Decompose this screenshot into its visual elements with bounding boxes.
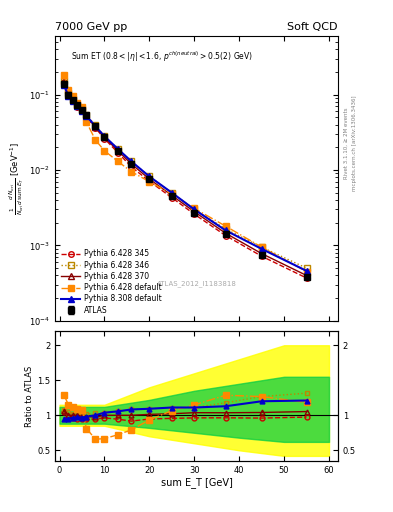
- Pythia 6.428 370: [259, 250, 264, 257]
- Pythia 6.428 default: [192, 205, 196, 211]
- Pythia 6.428 370: [304, 272, 309, 279]
- Pythia 6.428 346: [80, 106, 84, 112]
- Pythia 6.428 346: [259, 244, 264, 250]
- Pythia 6.428 346: [71, 96, 75, 102]
- Pythia 8.308 default: [62, 82, 66, 88]
- Pythia 8.308 default: [116, 146, 120, 152]
- X-axis label: sum E_T [GeV]: sum E_T [GeV]: [161, 477, 232, 488]
- Pythia 6.428 370: [116, 147, 120, 154]
- Pythia 6.428 346: [192, 206, 196, 212]
- Y-axis label: Ratio to ATLAS: Ratio to ATLAS: [25, 366, 34, 426]
- Text: Soft QCD: Soft QCD: [288, 23, 338, 32]
- Pythia 6.428 default: [169, 191, 174, 197]
- Pythia 6.428 default: [84, 119, 89, 125]
- Pythia 6.428 370: [147, 176, 152, 182]
- Pythia 6.428 default: [223, 223, 228, 229]
- Line: Pythia 6.428 346: Pythia 6.428 346: [61, 78, 309, 271]
- Pythia 6.428 346: [102, 133, 107, 139]
- Pythia 8.308 default: [80, 108, 84, 114]
- Pythia 6.428 346: [84, 112, 89, 118]
- Pythia 6.428 345: [129, 164, 134, 170]
- Pythia 6.428 default: [102, 147, 107, 154]
- Pythia 8.308 default: [102, 133, 107, 139]
- Pythia 6.428 345: [62, 79, 66, 86]
- Pythia 6.428 default: [129, 168, 134, 175]
- Pythia 6.428 346: [304, 265, 309, 271]
- Pythia 8.308 default: [147, 174, 152, 180]
- Pythia 6.428 370: [102, 134, 107, 140]
- Line: Pythia 6.428 370: Pythia 6.428 370: [61, 79, 309, 278]
- Pythia 6.428 370: [66, 92, 71, 98]
- Pythia 6.428 default: [259, 244, 264, 250]
- Pythia 6.428 default: [93, 137, 98, 143]
- Pythia 6.428 346: [223, 226, 228, 232]
- Line: Pythia 6.428 345: Pythia 6.428 345: [61, 79, 309, 281]
- Pythia 6.428 346: [93, 122, 98, 129]
- Pythia 6.428 345: [71, 98, 75, 104]
- Pythia 6.428 345: [102, 136, 107, 142]
- Pythia 6.428 345: [223, 232, 228, 239]
- Pythia 6.428 370: [129, 161, 134, 167]
- Pythia 6.428 345: [80, 108, 84, 114]
- Text: mcplots.cern.ch [arXiv:1306.3436]: mcplots.cern.ch [arXiv:1306.3436]: [352, 96, 357, 191]
- Pythia 8.308 default: [192, 206, 196, 212]
- Pythia 8.308 default: [304, 268, 309, 274]
- Pythia 6.428 370: [84, 113, 89, 119]
- Pythia 6.428 345: [192, 211, 196, 217]
- Pythia 6.428 345: [169, 195, 174, 201]
- Pythia 6.428 370: [75, 102, 80, 109]
- Pythia 6.428 345: [84, 114, 89, 120]
- Pythia 6.428 370: [223, 230, 228, 237]
- Pythia 6.428 default: [62, 72, 66, 78]
- Pythia 6.428 370: [80, 107, 84, 113]
- Pythia 6.428 346: [147, 174, 152, 180]
- Line: Pythia 8.308 default: Pythia 8.308 default: [61, 82, 309, 273]
- Pythia 6.428 default: [116, 158, 120, 164]
- Pythia 8.308 default: [93, 123, 98, 130]
- Pythia 6.428 346: [169, 189, 174, 196]
- Pythia 6.428 346: [116, 146, 120, 152]
- Pythia 6.428 346: [62, 78, 66, 84]
- Pythia 6.428 default: [66, 87, 71, 93]
- Pythia 8.308 default: [169, 189, 174, 196]
- Pythia 6.428 370: [62, 79, 66, 85]
- Pythia 6.428 345: [147, 178, 152, 184]
- Y-axis label: $\frac{1}{N_{ori}}\frac{d\,N_{ori}}{d\,\mathrm{sum}\,E_T}$ [GeV$^{-1}$]: $\frac{1}{N_{ori}}\frac{d\,N_{ori}}{d\,\…: [8, 142, 26, 215]
- Pythia 6.428 370: [192, 208, 196, 215]
- Pythia 6.428 370: [71, 97, 75, 103]
- Pythia 6.428 345: [93, 125, 98, 131]
- Pythia 6.428 346: [129, 158, 134, 164]
- Pythia 6.428 346: [75, 102, 80, 108]
- Pythia 6.428 345: [66, 92, 71, 98]
- Pythia 6.428 346: [66, 90, 71, 96]
- Pythia 6.428 default: [71, 93, 75, 99]
- Legend: Pythia 6.428 345, Pythia 6.428 346, Pythia 6.428 370, Pythia 6.428 default, Pyth: Pythia 6.428 345, Pythia 6.428 346, Pyth…: [59, 247, 164, 317]
- Pythia 8.308 default: [223, 227, 228, 233]
- Pythia 8.308 default: [66, 93, 71, 99]
- Text: Rivet 3.1.10, ≥ 2M events: Rivet 3.1.10, ≥ 2M events: [344, 108, 349, 179]
- Line: Pythia 6.428 default: Pythia 6.428 default: [61, 72, 310, 275]
- Pythia 6.428 default: [75, 100, 80, 106]
- Pythia 6.428 370: [169, 193, 174, 199]
- Pythia 6.428 default: [80, 104, 84, 110]
- Pythia 8.308 default: [129, 158, 134, 164]
- Pythia 6.428 345: [304, 275, 309, 281]
- Pythia 8.308 default: [75, 103, 80, 109]
- Pythia 6.428 345: [259, 253, 264, 259]
- Text: 7000 GeV pp: 7000 GeV pp: [55, 23, 127, 32]
- Pythia 6.428 370: [93, 124, 98, 130]
- Pythia 8.308 default: [259, 246, 264, 252]
- Pythia 6.428 345: [75, 104, 80, 110]
- Pythia 6.428 345: [116, 150, 120, 156]
- Text: ATLAS_2012_I1183818: ATLAS_2012_I1183818: [156, 280, 237, 287]
- Pythia 6.428 default: [147, 179, 152, 185]
- Pythia 8.308 default: [84, 113, 89, 119]
- Pythia 6.428 default: [304, 268, 309, 274]
- Pythia 8.308 default: [71, 98, 75, 104]
- Text: Sum ET $(0.8 < |\eta| < 1.6,\,p^{ch(neutral)} > 0.5(2)$ GeV$)$: Sum ET $(0.8 < |\eta| < 1.6,\,p^{ch(neut…: [72, 50, 253, 65]
